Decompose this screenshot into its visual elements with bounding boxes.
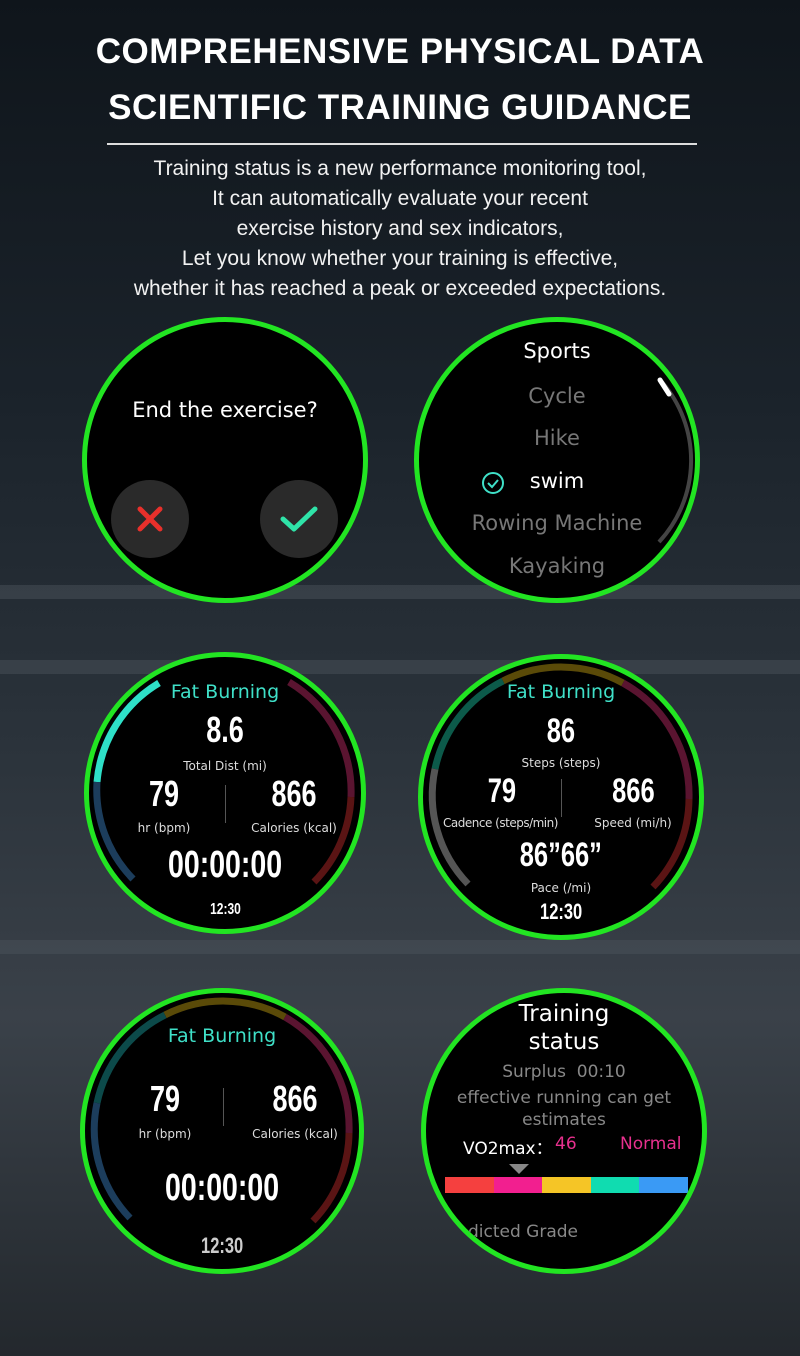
vo2-value: 46: [555, 1134, 577, 1154]
hr-label: hr (bpm): [138, 1127, 192, 1141]
end-exercise-prompt: End the exercise?: [132, 398, 318, 422]
watch-end-exercise: End the exercise?: [82, 317, 368, 603]
scale-segment: [445, 1177, 494, 1193]
hr-value: 79: [149, 1078, 181, 1119]
note-line: effective running can get: [456, 1088, 672, 1108]
vo2-label: VO2max：: [463, 1139, 553, 1159]
training-title: Training status: [426, 1000, 702, 1056]
confirm-button[interactable]: [260, 480, 338, 558]
zone-label: Fat Burning: [506, 681, 616, 703]
sport-item[interactable]: Kayaking: [508, 554, 606, 578]
calories-label: Calories (kcal): [251, 821, 337, 835]
background-rail: [0, 940, 800, 954]
x-icon: [137, 506, 163, 532]
watch-run-stats-3: Fat Burning 79 hr (bpm) 866 Calories (kc…: [80, 988, 364, 1274]
check-circle-icon: [482, 472, 504, 494]
calories-value: 866: [271, 773, 317, 814]
zone-label: Fat Burning: [167, 1025, 277, 1047]
watch-training-status: Training status Surplus 00:10 effective …: [421, 988, 707, 1274]
calories-label: Calories (kcal): [252, 1127, 338, 1141]
cadence-label: Cadence (steps/min): [443, 816, 558, 830]
sport-item-label: swim: [529, 469, 585, 493]
check-icon: [280, 506, 318, 532]
cancel-button[interactable]: [111, 480, 189, 558]
indicator-triangle-icon: [509, 1164, 529, 1174]
scale-segment: [493, 1177, 543, 1193]
divider: [225, 785, 226, 823]
training-title-line: Training: [518, 1001, 610, 1027]
steps-value: 86: [546, 712, 576, 750]
headline-line2: SCIENTIFIC TRAINING GUIDANCE: [108, 88, 692, 127]
sport-item[interactable]: Cycle: [528, 384, 586, 408]
predicted-grade-label: dicted Grade: [468, 1222, 579, 1242]
training-title-line: status: [528, 1029, 600, 1055]
description-line: Let you know whether your training is ef…: [181, 247, 619, 270]
divider: [223, 1088, 224, 1126]
heart-zone-ring: [428, 663, 693, 890]
description: Training status is a new performance mon…: [0, 154, 800, 304]
steps-label: Steps (steps): [521, 756, 601, 770]
scrollbar[interactable]: [419, 322, 695, 598]
vo2-scale-bar: [445, 1177, 688, 1193]
heart-zone-ring: [93, 661, 357, 925]
sport-item-selected[interactable]: swim: [419, 469, 695, 494]
scale-segment: [590, 1177, 640, 1193]
sport-item[interactable]: Rowing Machine: [471, 511, 643, 535]
speed-value: 866: [611, 772, 655, 810]
timer-value: 00:00:00: [164, 1167, 280, 1209]
sports-title: Sports: [523, 339, 591, 363]
speed-label: Speed (mi/h): [594, 816, 672, 830]
pace-label: Pace (/mi): [530, 881, 592, 895]
hr-value: 79: [148, 773, 180, 814]
distance-value: 8.6: [206, 709, 244, 750]
headline-line1: COMPREHENSIVE PHYSICAL DATA: [95, 32, 705, 71]
training-note: effective running can get estimates: [426, 1087, 702, 1131]
watch-sports-list: Sports Cycle Hike swim Rowing Machine Ka…: [414, 317, 700, 603]
watch-run-stats-1: Fat Burning 8.6 Total Dist (mi) 79 hr (b…: [84, 652, 366, 934]
description-line: exercise history and sex indicators,: [236, 217, 564, 240]
note-line: estimates: [522, 1110, 606, 1130]
cadence-value: 79: [487, 772, 517, 810]
vo2-status: Normal: [620, 1134, 682, 1154]
distance-label: Total Dist (mi): [183, 759, 267, 773]
divider: [107, 143, 697, 145]
watch-run-stats-2: Fat Burning 86 Steps (steps) 79 Cadence …: [418, 654, 704, 940]
calories-value: 866: [272, 1078, 318, 1119]
clock-time: 12:30: [539, 899, 583, 924]
description-line: Training status is a new performance mon…: [153, 157, 647, 180]
zone-label: Fat Burning: [170, 681, 280, 703]
sport-item[interactable]: Hike: [534, 426, 580, 450]
heart-zone-ring: [90, 997, 353, 1224]
scale-segment: [542, 1177, 591, 1193]
description-line: whether it has reached a peak or exceede…: [133, 277, 667, 300]
pace-value: 86”66”: [519, 836, 603, 874]
surplus-time: Surplus 00:10: [502, 1062, 626, 1082]
clock-time: 12:30: [200, 1233, 244, 1258]
clock-time: 12:30: [209, 901, 241, 918]
scale-segment: [639, 1177, 688, 1193]
description-line: It can automatically evaluate your recen…: [212, 187, 588, 210]
timer-value: 00:00:00: [167, 844, 283, 886]
hr-label: hr (bpm): [137, 821, 191, 835]
divider: [561, 779, 562, 817]
